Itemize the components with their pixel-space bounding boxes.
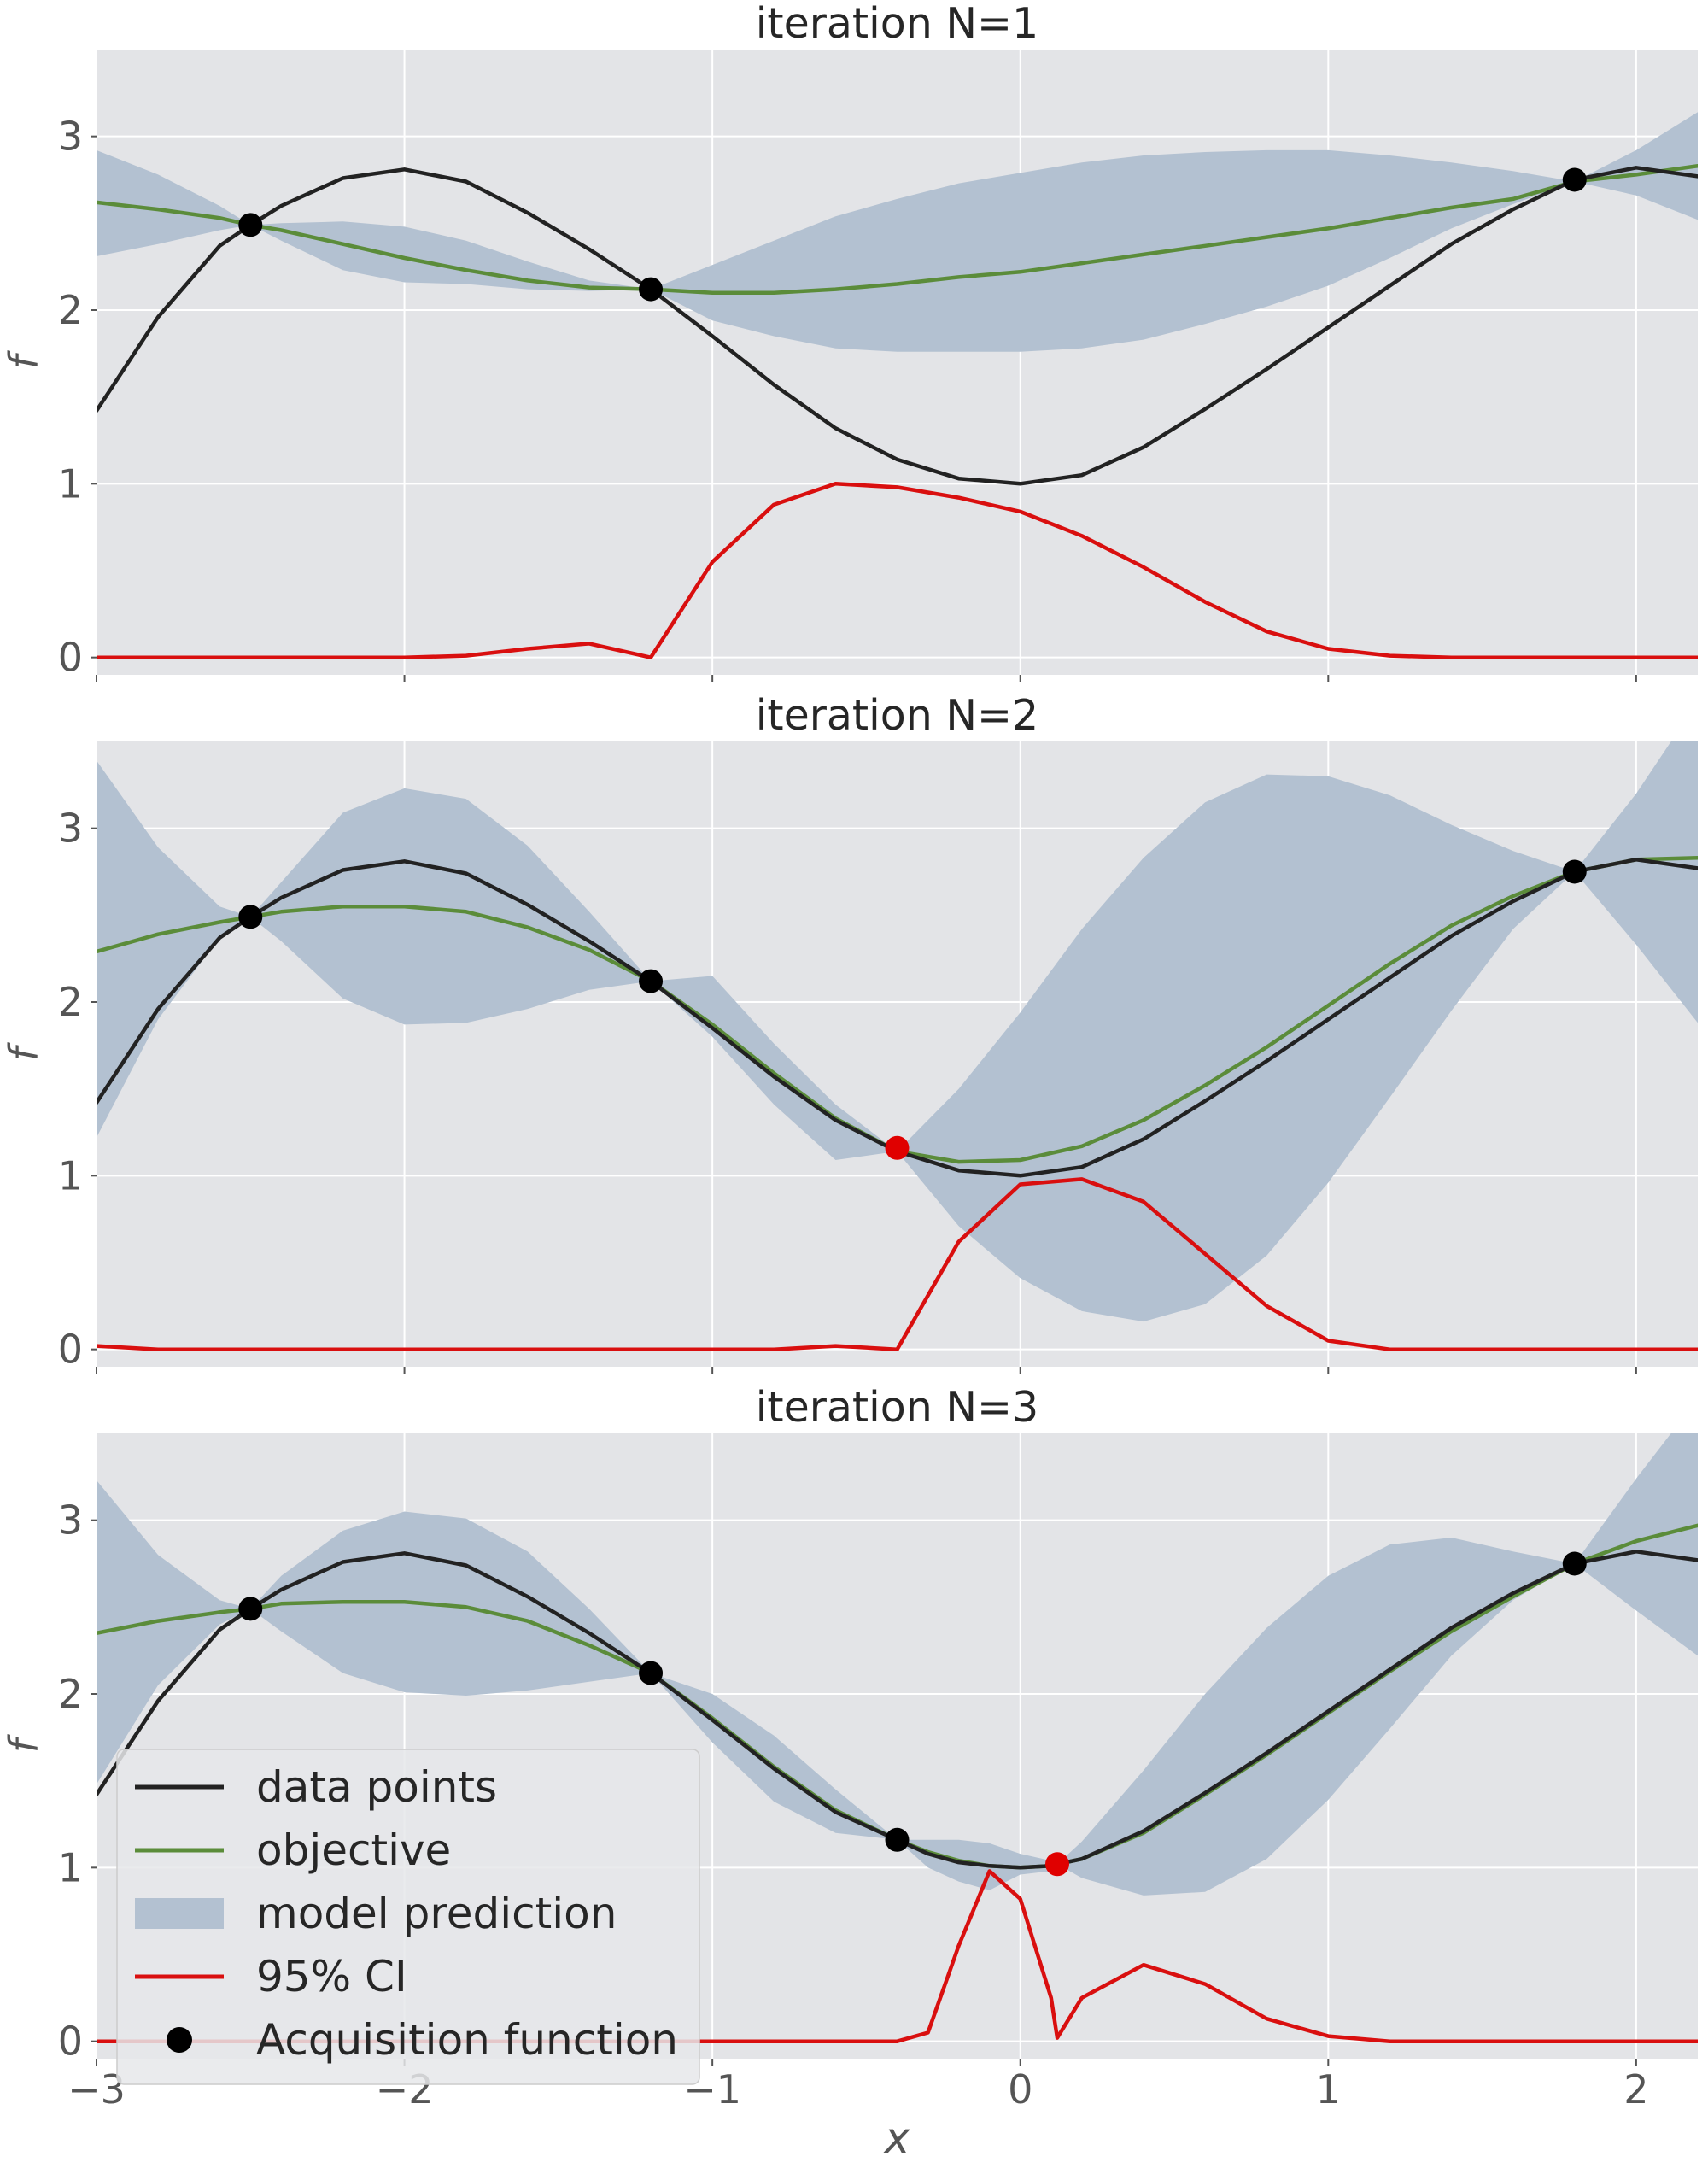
new-point	[885, 1135, 910, 1160]
observed-point	[238, 213, 263, 237]
y-tick-label: 3	[58, 114, 83, 160]
subplot-title: iteration N=1	[756, 0, 1038, 48]
legend-swatch	[167, 2027, 192, 2053]
observed-point	[1562, 1551, 1587, 1576]
y-axis-label: f	[1, 350, 47, 369]
objective-curve	[97, 163, 1698, 295]
data-points-curve	[97, 166, 1698, 486]
model-prediction-band	[97, 1433, 1698, 1896]
subplot-1: iteration N=1 0 1 2 3 f	[1, 0, 1698, 682]
plot-area	[97, 50, 1698, 675]
y-tick-label: 1	[58, 1844, 83, 1890]
observed-point	[1562, 859, 1587, 884]
legend-label: data points	[256, 1762, 497, 1812]
y-tick-label: 2	[58, 287, 83, 333]
data-points-curve	[97, 858, 1698, 1178]
legend-label: model prediction	[256, 1889, 617, 1938]
y-tick-label: 1	[58, 460, 83, 507]
y-tick-label: 2	[58, 979, 83, 1025]
subplot-title: iteration N=2	[756, 691, 1038, 740]
y-tick-label: 0	[58, 1327, 83, 1373]
y-axis-label: f	[1, 1734, 47, 1753]
model-prediction-band	[97, 741, 1698, 1322]
legend-label: objective	[256, 1825, 451, 1875]
legend-box	[116, 1749, 700, 2085]
observed-point	[639, 277, 664, 302]
x-tick-label: −3	[67, 2066, 126, 2112]
legend-swatch	[135, 1898, 224, 1929]
y-tick-label: 1	[58, 1152, 83, 1198]
legend-label: 95% CI	[256, 1952, 407, 2001]
legend-label: Acquisition function	[256, 2015, 678, 2065]
x-tick-label: 0	[1008, 2066, 1032, 2112]
y-tick-label: 3	[58, 1497, 83, 1544]
observed-point	[639, 1661, 664, 1685]
observed-point	[639, 969, 664, 993]
model-prediction-band	[97, 112, 1698, 352]
observed-point	[885, 1827, 910, 1852]
legend: data points objective model prediction 95% …	[116, 1749, 700, 2085]
new-point	[1045, 1852, 1069, 1877]
y-tick-label: 2	[58, 1671, 83, 1717]
y-tick-label: 0	[58, 635, 83, 681]
y-tick-label: 3	[58, 806, 83, 852]
subplot-2: iteration N=2 0 1 2 3 f	[1, 691, 1698, 1374]
plot-data	[97, 741, 1698, 1351]
x-tick-label: 1	[1316, 2066, 1341, 2112]
plot-data	[97, 112, 1698, 659]
y-axis-label: f	[1, 1042, 47, 1061]
data-points-curve	[97, 1550, 1698, 1870]
x-tick-label: 2	[1623, 2066, 1648, 2112]
observed-point	[238, 1597, 263, 1621]
y-tick-label: 0	[58, 2019, 83, 2065]
ci-curve	[97, 482, 1698, 659]
observed-point	[238, 905, 263, 929]
observed-point	[1562, 167, 1587, 192]
subplot-title: iteration N=3	[756, 1383, 1038, 1432]
x-axis-label: x	[883, 2113, 910, 2163]
ci-curve	[97, 1177, 1698, 1351]
